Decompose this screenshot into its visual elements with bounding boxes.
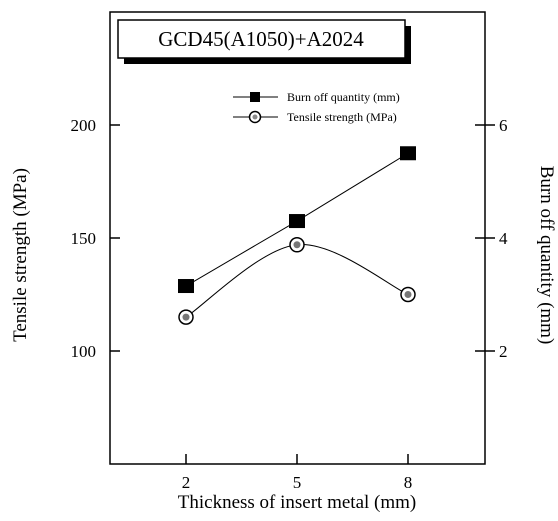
burn-off-point bbox=[289, 214, 305, 229]
series-lines bbox=[185, 152, 409, 318]
series-markers bbox=[178, 146, 416, 325]
x-tick-label: 2 bbox=[182, 473, 191, 492]
left-tick-label: 150 bbox=[71, 229, 97, 248]
legend-marker-circle-icon bbox=[248, 110, 262, 124]
chart-title: GCD45(A1050)+A2024 bbox=[158, 27, 364, 51]
x-tick-label: 8 bbox=[404, 473, 413, 492]
right-tick-label: 4 bbox=[499, 229, 508, 248]
legend-label-burn-off: Burn off quantity (mm) bbox=[287, 90, 400, 104]
right-axis-ticks: 2 4 6 bbox=[475, 116, 508, 361]
left-axis-ticks: 100 150 200 bbox=[71, 116, 120, 361]
x-tick-label: 5 bbox=[293, 473, 302, 492]
left-tick-label: 100 bbox=[71, 342, 97, 361]
x-axis-title: Thickness of insert metal (mm) bbox=[178, 492, 417, 513]
right-tick-label: 6 bbox=[499, 116, 508, 135]
title-box-frame bbox=[117, 19, 406, 59]
tensile-point bbox=[178, 309, 194, 325]
left-tick-label: 200 bbox=[71, 116, 97, 135]
burn-off-point bbox=[178, 279, 194, 294]
legend: Burn off quantity (mm) Tensile strength … bbox=[233, 90, 400, 124]
burn-off-point bbox=[400, 146, 416, 161]
tensile-series-line bbox=[185, 244, 409, 318]
title-box: GCD45(A1050)+A2024 bbox=[117, 19, 411, 64]
legend-marker-square-icon bbox=[250, 92, 260, 102]
tensile-point bbox=[289, 237, 305, 253]
right-tick-label: 2 bbox=[499, 342, 508, 361]
legend-label-tensile: Tensile strength (MPa) bbox=[287, 110, 397, 124]
left-axis-title: Tensile strength (MPa) bbox=[10, 168, 31, 342]
right-axis-title: Burn off quantity (mm) bbox=[536, 166, 557, 345]
tensile-point bbox=[400, 286, 416, 303]
x-axis-ticks: 2 5 8 bbox=[182, 454, 413, 492]
